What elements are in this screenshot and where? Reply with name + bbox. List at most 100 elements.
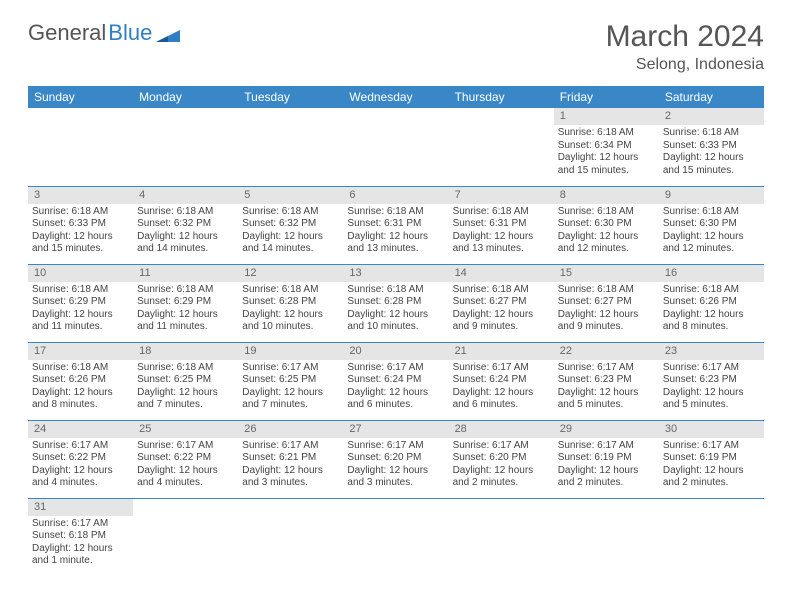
sunset-text: Sunset: 6:21 PM [242,452,339,465]
calendar-week: 24Sunrise: 6:17 AMSunset: 6:22 PMDayligh… [28,420,764,498]
calendar-cell: 3Sunrise: 6:18 AMSunset: 6:33 PMDaylight… [28,186,133,264]
day-details: Sunrise: 6:18 AMSunset: 6:26 PMDaylight:… [659,282,764,338]
calendar-cell: 17Sunrise: 6:18 AMSunset: 6:26 PMDayligh… [28,342,133,420]
day-number: 2 [659,108,764,125]
day-number: 15 [554,265,659,282]
day-details: Sunrise: 6:18 AMSunset: 6:26 PMDaylight:… [28,360,133,416]
sunrise-text: Sunrise: 6:17 AM [347,440,444,453]
sunrise-text: Sunrise: 6:18 AM [347,206,444,219]
day-number: 29 [554,421,659,438]
day-header-row: Sunday Monday Tuesday Wednesday Thursday… [28,86,764,108]
sunset-text: Sunset: 6:33 PM [663,140,760,153]
sunrise-text: Sunrise: 6:18 AM [663,206,760,219]
daylight-text: Daylight: 12 hours and 9 minutes. [558,309,655,334]
day-number: 6 [343,187,448,204]
calendar-cell: 4Sunrise: 6:18 AMSunset: 6:32 PMDaylight… [133,186,238,264]
day-details: Sunrise: 6:18 AMSunset: 6:29 PMDaylight:… [133,282,238,338]
calendar-cell: 2Sunrise: 6:18 AMSunset: 6:33 PMDaylight… [659,108,764,186]
calendar-week: 1 Sunrise: 6:18 AMSunset: 6:34 PM Daylight… [28,108,764,186]
day-number: 21 [449,343,554,360]
calendar-cell [133,498,238,576]
calendar-cell [133,108,238,186]
day-header: Friday [554,86,659,108]
calendar-cell: 15Sunrise: 6:18 AMSunset: 6:27 PMDayligh… [554,264,659,342]
sunset-text: Sunset: 6:33 PM [32,218,129,231]
sunrise-text: Sunrise: 6:18 AM [558,206,655,219]
day-number: 14 [449,265,554,282]
sunset-text: Sunset: 6:19 PM [663,452,760,465]
sunrise-text: Sunrise: 6:18 AM [137,362,234,375]
flag-icon [156,24,180,42]
calendar-week: 31Sunrise: 6:17 AMSunset: 6:18 PMDayligh… [28,498,764,576]
day-number: 13 [343,265,448,282]
sunrise-text: Sunrise: 6:18 AM [558,127,655,140]
calendar-cell: 18Sunrise: 6:18 AMSunset: 6:25 PMDayligh… [133,342,238,420]
day-details: Sunrise: 6:18 AMSunset: 6:31 PMDaylight:… [343,204,448,260]
calendar-cell [449,108,554,186]
day-number: 18 [133,343,238,360]
daylight-text: Daylight: 12 hours and 7 minutes. [137,387,234,412]
day-details: Sunrise: 6:18 AMSunset: 6:32 PMDaylight:… [133,204,238,260]
calendar-cell: 13Sunrise: 6:18 AMSunset: 6:28 PMDayligh… [343,264,448,342]
sunrise-text: Sunrise: 6:17 AM [32,440,129,453]
calendar-cell [554,498,659,576]
sunset-text: Sunset: 6:24 PM [347,374,444,387]
sunset-text: Sunset: 6:29 PM [137,296,234,309]
daylight-text: Daylight: 12 hours and 13 minutes. [453,231,550,256]
day-header: Wednesday [343,86,448,108]
daylight-text: Daylight: 12 hours and 10 minutes. [242,309,339,334]
calendar-cell: 29Sunrise: 6:17 AMSunset: 6:19 PMDayligh… [554,420,659,498]
sunrise-text: Sunrise: 6:18 AM [347,284,444,297]
day-number: 7 [449,187,554,204]
day-details: Sunrise: 6:17 AMSunset: 6:25 PMDaylight:… [238,360,343,416]
sunset-text: Sunset: 6:27 PM [453,296,550,309]
daylight-text: Daylight: 12 hours and 12 minutes. [663,231,760,256]
day-number: 3 [28,187,133,204]
day-details: Sunrise: 6:17 AMSunset: 6:23 PMDaylight:… [554,360,659,416]
sunrise-text: Sunrise: 6:18 AM [453,206,550,219]
calendar-cell: 22Sunrise: 6:17 AMSunset: 6:23 PMDayligh… [554,342,659,420]
daylight-text: Daylight: 12 hours and 2 minutes. [453,465,550,490]
sunrise-text: Sunrise: 6:17 AM [242,440,339,453]
daylight-text: Daylight: 12 hours and 15 minutes. [663,152,760,177]
calendar-cell [28,108,133,186]
sunset-text: Sunset: 6:30 PM [558,218,655,231]
daylight-text: Daylight: 12 hours and 6 minutes. [347,387,444,412]
calendar-cell: 21Sunrise: 6:17 AMSunset: 6:24 PMDayligh… [449,342,554,420]
header: GeneralBlue March 2024 Selong, Indonesia [28,20,764,74]
calendar-cell: 20Sunrise: 6:17 AMSunset: 6:24 PMDayligh… [343,342,448,420]
day-details: Sunrise: 6:18 AMSunset: 6:28 PMDaylight:… [238,282,343,338]
calendar-cell: 23Sunrise: 6:17 AMSunset: 6:23 PMDayligh… [659,342,764,420]
day-header: Sunday [28,86,133,108]
sunset-text: Sunset: 6:22 PM [32,452,129,465]
calendar-cell: 31Sunrise: 6:17 AMSunset: 6:18 PMDayligh… [28,498,133,576]
calendar-cell [343,498,448,576]
daylight-text: Daylight: 12 hours and 8 minutes. [663,309,760,334]
sunset-text: Sunset: 6:32 PM [242,218,339,231]
calendar-cell [238,498,343,576]
sunrise-text: Sunrise: 6:17 AM [453,440,550,453]
calendar-cell: 10Sunrise: 6:18 AMSunset: 6:29 PMDayligh… [28,264,133,342]
day-number: 25 [133,421,238,438]
sunrise-text: Sunrise: 6:18 AM [558,284,655,297]
sunset-text: Sunset: 6:34 PM [558,140,655,153]
calendar-cell: 5Sunrise: 6:18 AMSunset: 6:32 PMDaylight… [238,186,343,264]
sunrise-text: Sunrise: 6:18 AM [663,284,760,297]
sunrise-text: Sunrise: 6:17 AM [347,362,444,375]
sunrise-text: Sunrise: 6:17 AM [663,362,760,375]
sunset-text: Sunset: 6:23 PM [558,374,655,387]
day-details: Sunrise: 6:18 AMSunset: 6:27 PMDaylight:… [449,282,554,338]
day-details: Sunrise: 6:18 AMSunset: 6:29 PMDaylight:… [28,282,133,338]
calendar-cell: 16Sunrise: 6:18 AMSunset: 6:26 PMDayligh… [659,264,764,342]
daylight-text: Daylight: 12 hours and 6 minutes. [453,387,550,412]
day-header: Tuesday [238,86,343,108]
day-details: Sunrise: 6:18 AMSunset: 6:33 PMDaylight:… [28,204,133,260]
day-number: 30 [659,421,764,438]
day-details: Sunrise: 6:18 AMSunset: 6:28 PMDaylight:… [343,282,448,338]
day-header: Thursday [449,86,554,108]
sunset-text: Sunset: 6:20 PM [347,452,444,465]
sunrise-text: Sunrise: 6:18 AM [32,284,129,297]
day-number: 1 [554,108,659,125]
daylight-text: Daylight: 12 hours and 14 minutes. [242,231,339,256]
daylight-text: Daylight: 12 hours and 9 minutes. [453,309,550,334]
